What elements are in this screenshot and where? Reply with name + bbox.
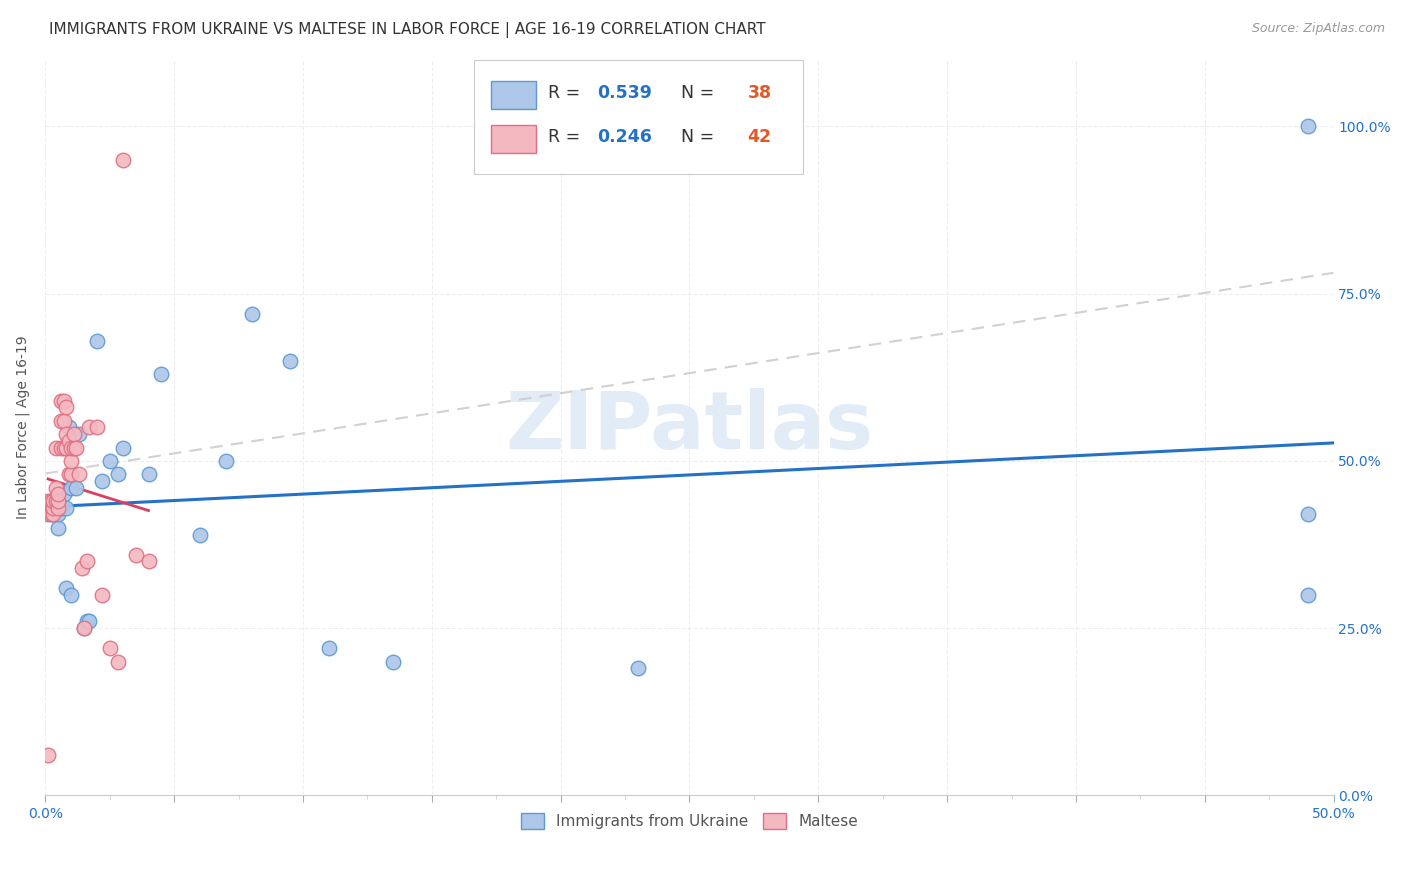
- Y-axis label: In Labor Force | Age 16-19: In Labor Force | Age 16-19: [15, 335, 30, 519]
- Point: [150, 367, 173, 381]
- Legend: Immigrants from Ukraine, Maltese: Immigrants from Ukraine, Maltese: [515, 807, 865, 836]
- Point: [49, 414, 72, 428]
- Point: [382, 655, 405, 669]
- Text: R =: R =: [548, 128, 585, 146]
- Bar: [491, 125, 536, 153]
- Point: [37, 508, 59, 522]
- Point: [60, 441, 83, 455]
- Point: [49, 441, 72, 455]
- Point: [62, 441, 84, 455]
- Text: N =: N =: [671, 128, 720, 146]
- Point: [77, 615, 100, 629]
- Point: [188, 527, 211, 541]
- Point: [107, 655, 129, 669]
- Point: [55, 401, 77, 415]
- Point: [76, 615, 98, 629]
- Point: [91, 474, 114, 488]
- Point: [55, 581, 77, 595]
- Point: [318, 641, 340, 656]
- Point: [77, 420, 100, 434]
- Point: [98, 641, 121, 656]
- Point: [48, 494, 70, 508]
- Text: 0.246: 0.246: [596, 128, 651, 146]
- Point: [42, 494, 65, 508]
- Text: Source: ZipAtlas.com: Source: ZipAtlas.com: [1251, 22, 1385, 36]
- Text: 38: 38: [748, 84, 772, 102]
- Point: [86, 334, 108, 348]
- Point: [124, 548, 146, 562]
- Point: [76, 554, 98, 568]
- Point: [45, 500, 67, 515]
- Point: [1296, 120, 1319, 134]
- Point: [58, 434, 80, 448]
- Point: [48, 500, 70, 515]
- Point: [45, 494, 67, 508]
- Point: [52, 441, 75, 455]
- Point: [37, 748, 59, 763]
- Point: [60, 588, 83, 602]
- Point: [1296, 588, 1319, 602]
- Point: [60, 467, 83, 482]
- Point: [52, 487, 75, 501]
- Point: [65, 441, 87, 455]
- Point: [42, 494, 65, 508]
- FancyBboxPatch shape: [474, 60, 803, 174]
- Text: ZIPatlas: ZIPatlas: [505, 389, 873, 467]
- Point: [48, 487, 70, 501]
- Point: [42, 500, 65, 515]
- Point: [55, 500, 77, 515]
- Point: [86, 420, 108, 434]
- Point: [73, 621, 96, 635]
- Point: [60, 481, 83, 495]
- Point: [278, 353, 301, 368]
- Point: [52, 414, 75, 428]
- Point: [98, 454, 121, 468]
- Point: [67, 427, 90, 442]
- Text: R =: R =: [548, 84, 585, 102]
- Point: [73, 621, 96, 635]
- Point: [55, 427, 77, 442]
- Point: [215, 454, 238, 468]
- Point: [42, 508, 65, 522]
- Point: [37, 494, 59, 508]
- Point: [45, 441, 67, 455]
- Point: [48, 494, 70, 508]
- Text: 42: 42: [748, 128, 772, 146]
- Point: [49, 393, 72, 408]
- Point: [67, 467, 90, 482]
- Text: 0.539: 0.539: [596, 84, 651, 102]
- Point: [39, 508, 62, 522]
- Point: [62, 427, 84, 442]
- Point: [45, 481, 67, 495]
- Point: [48, 521, 70, 535]
- Point: [91, 588, 114, 602]
- Point: [60, 454, 83, 468]
- Point: [52, 393, 75, 408]
- Point: [65, 481, 87, 495]
- Point: [42, 508, 65, 522]
- Point: [138, 554, 160, 568]
- Point: [111, 441, 134, 455]
- Point: [55, 441, 77, 455]
- Point: [58, 420, 80, 434]
- Point: [39, 494, 62, 508]
- Point: [70, 561, 93, 575]
- Point: [58, 467, 80, 482]
- Point: [39, 500, 62, 515]
- Point: [107, 467, 129, 482]
- Point: [48, 508, 70, 522]
- Point: [111, 153, 134, 167]
- Point: [138, 467, 160, 482]
- Point: [240, 307, 263, 321]
- Point: [1296, 508, 1319, 522]
- Text: N =: N =: [671, 84, 720, 102]
- Point: [49, 500, 72, 515]
- Text: IMMIGRANTS FROM UKRAINE VS MALTESE IN LABOR FORCE | AGE 16-19 CORRELATION CHART: IMMIGRANTS FROM UKRAINE VS MALTESE IN LA…: [49, 22, 766, 38]
- Point: [45, 494, 67, 508]
- Bar: [491, 81, 536, 109]
- Point: [627, 661, 650, 675]
